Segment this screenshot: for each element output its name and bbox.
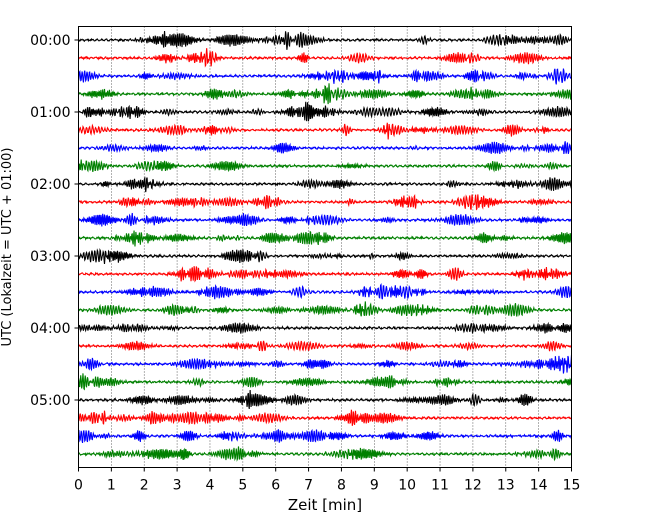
seismic-trace [78,428,572,444]
x-tick-label: 9 [370,478,379,494]
seismic-trace [78,390,572,410]
seismic-trace [78,266,572,283]
x-tick-label: 12 [464,478,482,494]
seismic-trace [78,176,573,193]
seismic-trace [78,141,573,155]
y-tick-label: 03:00 [30,249,70,265]
x-tick-label: 10 [398,478,416,494]
seismic-trace [78,230,573,247]
seismic-trace [78,101,573,122]
x-tick-label: 8 [337,478,346,494]
y-tick-label: 02:00 [30,177,70,193]
seismic-trace [77,373,573,391]
seismic-trace [77,321,573,335]
seismic-trace [77,354,573,374]
plot-frame [78,26,572,468]
seismic-trace [77,247,572,265]
seismic-trace [78,31,572,50]
seismic-trace [78,122,572,140]
x-tick-label: 5 [238,478,247,494]
seismic-trace [78,159,572,173]
x-axis-ticks: 0 1 2 3 4 5 6 7 8 9 10 11 12 13 14 15 [74,467,581,494]
y-axis-label: UTC (Lokalzeit = UTC + 01:00) [0,148,15,347]
seismic-trace [78,193,572,211]
x-tick-label: 6 [271,478,280,494]
x-tick-label: 0 [74,478,83,494]
x-axis-label: Zeit [min] [288,496,362,514]
seismic-trace [77,340,572,352]
seismic-trace [78,212,572,227]
x-tick-label: 1 [107,478,116,494]
y-tick-label: 05:00 [30,393,70,409]
seismic-trace [78,83,573,105]
seismic-trace [78,409,572,426]
y-tick-label: 00:00 [30,33,70,49]
y-axis-ticks: 00:00 01:00 02:00 03:00 04:00 05:00 [30,33,79,409]
seismic-trace [78,48,573,68]
x-tick-label: 13 [497,478,515,494]
x-tick-label: 15 [563,478,581,494]
x-tick-label: 3 [173,478,182,494]
seismic-trace [78,446,572,462]
seismic-trace [78,301,572,317]
seismic-traces [77,31,573,462]
x-tick-label: 14 [530,478,548,494]
y-tick-label: 04:00 [30,321,70,337]
seismic-trace [78,283,573,300]
x-tick-label: 11 [431,478,449,494]
x-tick-label: 2 [140,478,149,494]
seismic-trace [77,68,573,85]
x-tick-label: 7 [304,478,313,494]
x-tick-label: 4 [206,478,215,494]
y-tick-label: 01:00 [30,105,70,121]
